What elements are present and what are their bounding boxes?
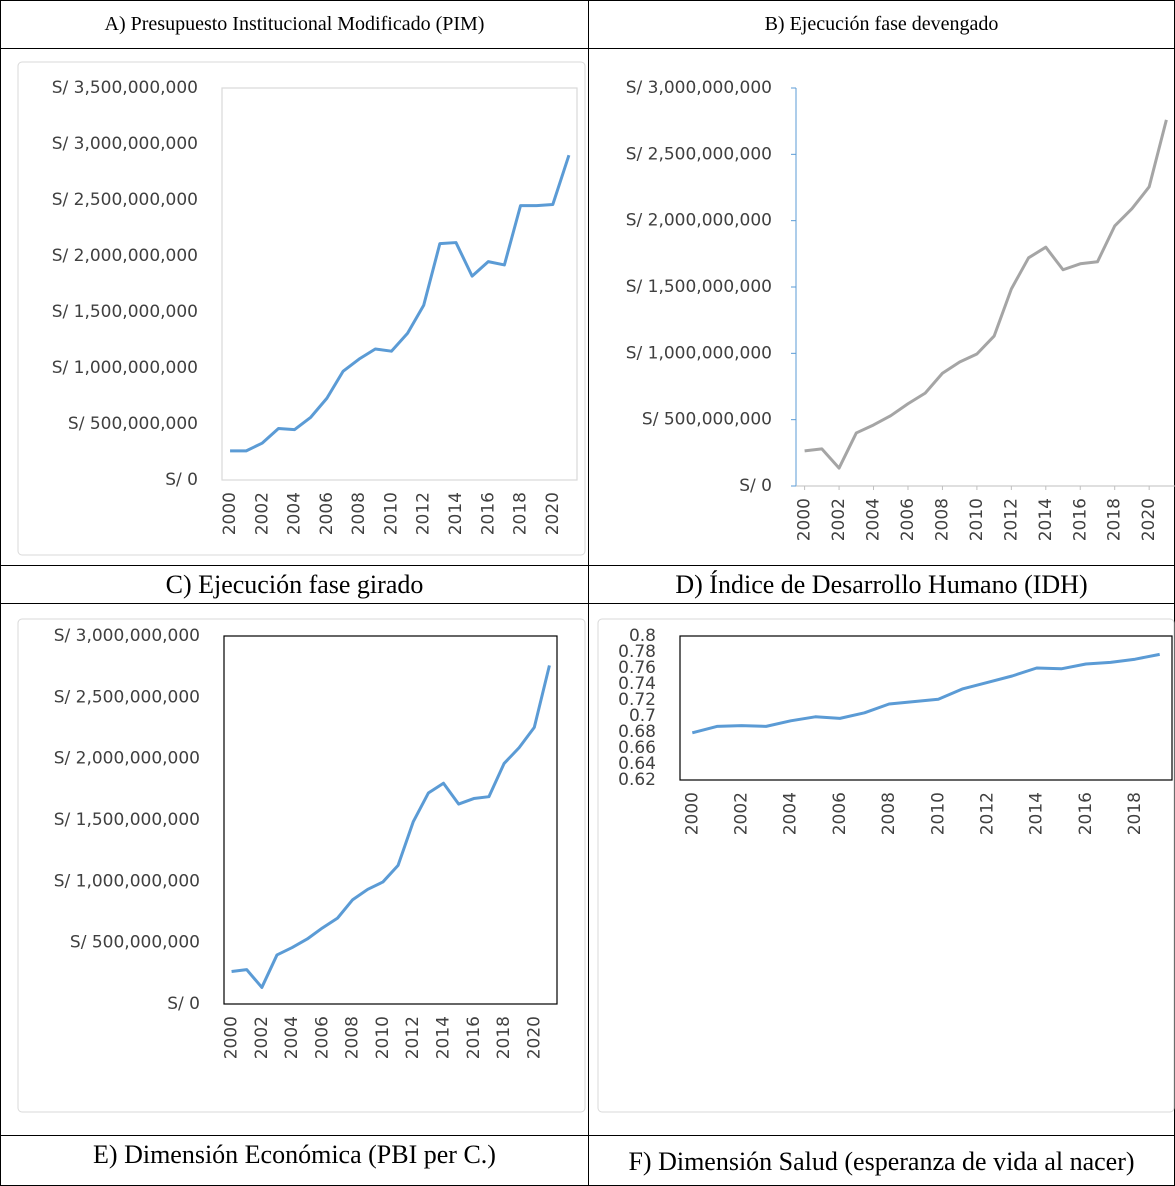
x-tick-label: 2014 (446, 492, 466, 535)
y-tick-label: 0.74 (618, 674, 656, 694)
chart-box (17, 61, 586, 556)
y-tick-label: 0.78 (618, 642, 656, 662)
y-tick-label: S/ 500,000,000 (642, 410, 772, 430)
x-tick-label: 2004 (282, 1016, 302, 1059)
chart-box (17, 618, 586, 1113)
y-tick-label: S/ 0 (165, 470, 198, 490)
plot-frame (221, 87, 578, 481)
x-tick-label: 2012 (1001, 498, 1021, 541)
y-tick-label: S/ 1,500,000,000 (626, 277, 772, 297)
y-tick-label: S/ 500,000,000 (68, 414, 198, 434)
data-line (804, 119, 1168, 470)
footer-cell: E) Dimensión Económica (PBI per C.) (0, 1135, 589, 1186)
y-tick-label: S/ 2,000,000,000 (52, 246, 198, 266)
y-tick-label: S/ 2,000,000,000 (626, 211, 772, 231)
x-tick-label: 2016 (1076, 792, 1096, 835)
y-tick-label: 0.76 (618, 658, 656, 678)
x-tick-label: 2012 (403, 1016, 423, 1059)
x-tick-label: 2016 (1070, 498, 1090, 541)
y-tick-label: 0.62 (618, 770, 656, 790)
x-tick-label: 2000 (222, 1016, 242, 1059)
x-tick-label: 2000 (795, 498, 815, 541)
x-tick-label: 2018 (494, 1016, 514, 1059)
y-tick-label: S/ 3,500,000,000 (52, 78, 198, 98)
plot-frame (679, 635, 1173, 781)
y-tick-label: S/ 3,000,000,000 (626, 78, 772, 98)
y-tick-label: 0.64 (618, 754, 656, 774)
x-tick-label: 2018 (1125, 792, 1145, 835)
y-tick-label: 0.8 (629, 626, 656, 646)
y-tick-label: S/ 1,500,000,000 (52, 302, 198, 322)
x-tick-label: 2004 (864, 498, 884, 541)
x-tick-label: 2014 (1027, 792, 1047, 835)
x-tick-label: 2016 (478, 492, 498, 535)
x-tick-label: 2008 (349, 492, 369, 535)
x-tick-label: 2016 (464, 1016, 484, 1059)
x-tick-label: 2012 (978, 792, 998, 835)
y-tick-label: S/ 1,500,000,000 (54, 810, 200, 830)
y-tick-label: S/ 500,000,000 (70, 933, 200, 953)
x-tick-label: 2002 (252, 1016, 272, 1059)
y-tick-label: S/ 0 (739, 476, 772, 496)
y-tick-label: S/ 1,000,000,000 (54, 871, 200, 891)
chart-box (597, 618, 1175, 1113)
x-tick-label: 2012 (414, 492, 434, 535)
y-tick-label: S/ 3,000,000,000 (54, 626, 200, 646)
y-tick-label: S/ 2,500,000,000 (626, 144, 772, 164)
y-tick-label: S/ 0 (167, 994, 200, 1014)
x-tick-label: 2004 (781, 792, 801, 835)
y-tick-label: 0.66 (618, 738, 656, 758)
data-line (691, 652, 1160, 735)
x-tick-label: 2002 (252, 492, 272, 535)
x-tick-label: 2014 (1036, 498, 1056, 541)
y-tick-label: 0.72 (618, 690, 656, 710)
x-tick-label: 2008 (879, 792, 899, 835)
x-tick-label: 2002 (732, 792, 752, 835)
x-tick-label: 2020 (524, 1016, 544, 1059)
y-tick-label: S/ 1,000,000,000 (52, 358, 198, 378)
x-tick-label: 2010 (928, 792, 948, 835)
x-tick-label: 2010 (373, 1016, 393, 1059)
x-tick-label: 2004 (285, 492, 305, 535)
y-tick-label: S/ 1,000,000,000 (626, 343, 772, 363)
x-tick-label: 2008 (932, 498, 952, 541)
panel-title: C) Ejecución fase girado (0, 565, 589, 604)
x-tick-label: 2008 (343, 1016, 363, 1059)
data-line (231, 665, 551, 989)
x-tick-label: 2006 (317, 492, 337, 535)
data-line (230, 154, 571, 453)
y-tick-label: S/ 2,500,000,000 (52, 190, 198, 210)
x-tick-label: 2000 (220, 492, 240, 535)
x-tick-label: 2020 (543, 492, 563, 535)
x-tick-label: 2002 (829, 498, 849, 541)
x-tick-label: 2018 (511, 492, 531, 535)
x-tick-label: 2000 (682, 792, 702, 835)
y-tick-label: S/ 3,000,000,000 (52, 134, 198, 154)
x-tick-label: 2006 (898, 498, 918, 541)
x-tick-label: 2010 (381, 492, 401, 535)
x-tick-label: 2006 (830, 792, 850, 835)
x-tick-label: 2006 (312, 1016, 332, 1059)
x-tick-label: 2020 (1139, 498, 1159, 541)
x-tick-label: 2018 (1105, 498, 1125, 541)
x-tick-label: 2010 (967, 498, 987, 541)
y-tick-label: 0.7 (629, 706, 656, 726)
y-tick-label: S/ 2,500,000,000 (54, 687, 200, 707)
y-tick-label: 0.68 (618, 722, 656, 742)
y-tick-label: S/ 2,000,000,000 (54, 749, 200, 769)
plot-frame (223, 635, 558, 1005)
x-tick-label: 2014 (433, 1016, 453, 1059)
